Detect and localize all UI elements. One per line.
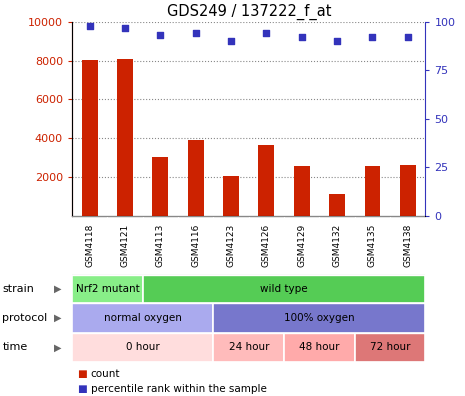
Text: count: count	[91, 369, 120, 379]
Bar	[213, 303, 425, 333]
Text: GSM4132: GSM4132	[332, 224, 342, 267]
Text: normal oxygen: normal oxygen	[104, 313, 182, 323]
Point	[121, 25, 129, 31]
Point	[86, 23, 93, 29]
Text: wild type: wild type	[260, 284, 308, 294]
Bar	[213, 333, 284, 362]
Text: 0 hour: 0 hour	[126, 343, 159, 352]
Bar	[294, 166, 310, 216]
Bar	[72, 275, 143, 303]
Text: ▶: ▶	[54, 284, 62, 294]
Point	[227, 38, 235, 44]
Text: 100% oxygen: 100% oxygen	[284, 313, 355, 323]
Bar	[82, 60, 98, 216]
Text: GSM4118: GSM4118	[85, 224, 94, 267]
Point	[369, 34, 376, 40]
Text: GSM4135: GSM4135	[368, 224, 377, 267]
Bar	[329, 194, 345, 216]
Text: Nrf2 mutant: Nrf2 mutant	[75, 284, 140, 294]
Point	[192, 30, 199, 36]
Text: GSM4138: GSM4138	[403, 224, 412, 267]
Bar	[153, 157, 168, 216]
Bar	[355, 333, 425, 362]
Title: GDS249 / 137222_f_at: GDS249 / 137222_f_at	[166, 4, 331, 21]
Bar	[400, 166, 416, 216]
Bar	[72, 333, 213, 362]
Text: ▶: ▶	[54, 343, 62, 352]
Bar	[117, 59, 133, 216]
Point	[333, 38, 341, 44]
Text: GSM4113: GSM4113	[156, 224, 165, 267]
Text: strain: strain	[2, 284, 34, 294]
Point	[404, 34, 412, 40]
Bar	[223, 176, 239, 216]
Text: GSM4116: GSM4116	[191, 224, 200, 267]
Text: 48 hour: 48 hour	[299, 343, 340, 352]
Text: ▶: ▶	[54, 313, 62, 323]
Bar	[143, 275, 425, 303]
Text: ■: ■	[77, 369, 86, 379]
Text: time: time	[2, 343, 27, 352]
Text: protocol: protocol	[2, 313, 47, 323]
Bar	[259, 145, 274, 216]
Bar	[284, 333, 355, 362]
Point	[298, 34, 306, 40]
Text: GSM4121: GSM4121	[120, 224, 130, 267]
Text: GSM4123: GSM4123	[226, 224, 236, 267]
Text: percentile rank within the sample: percentile rank within the sample	[91, 384, 266, 394]
Point	[263, 30, 270, 36]
Text: GSM4129: GSM4129	[297, 224, 306, 267]
Bar	[188, 140, 204, 216]
Bar	[72, 303, 213, 333]
Bar	[365, 166, 380, 216]
Text: GSM4126: GSM4126	[262, 224, 271, 267]
Point	[157, 32, 164, 38]
Text: 72 hour: 72 hour	[370, 343, 411, 352]
Text: 24 hour: 24 hour	[228, 343, 269, 352]
Text: ■: ■	[77, 384, 86, 394]
